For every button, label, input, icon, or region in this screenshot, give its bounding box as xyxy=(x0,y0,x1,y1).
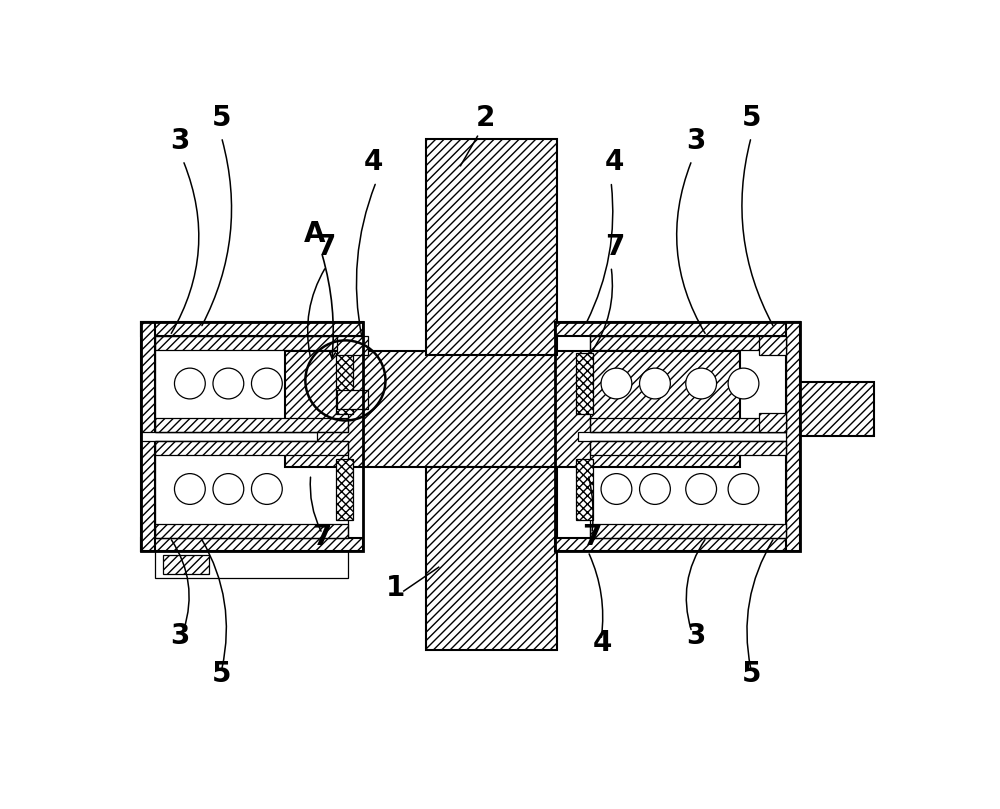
Bar xyxy=(155,418,348,432)
Text: 4: 4 xyxy=(593,629,612,658)
Bar xyxy=(590,441,786,537)
Text: A: A xyxy=(304,220,325,248)
Bar xyxy=(155,336,348,432)
Text: 7: 7 xyxy=(605,233,625,261)
Circle shape xyxy=(174,368,205,399)
Text: 2: 2 xyxy=(476,104,495,133)
Bar xyxy=(141,432,317,441)
Bar xyxy=(285,351,363,467)
Bar xyxy=(141,322,155,552)
Text: 3: 3 xyxy=(170,128,190,155)
Text: 5: 5 xyxy=(741,104,761,133)
Text: 1: 1 xyxy=(386,574,405,602)
Text: 3: 3 xyxy=(686,128,705,155)
Circle shape xyxy=(601,368,632,399)
Bar xyxy=(337,390,368,409)
Text: 7: 7 xyxy=(316,233,336,261)
Bar xyxy=(336,354,353,414)
Circle shape xyxy=(686,368,717,399)
Circle shape xyxy=(213,473,244,504)
Bar xyxy=(555,322,800,336)
Circle shape xyxy=(174,473,205,504)
Circle shape xyxy=(213,368,244,399)
Circle shape xyxy=(728,368,759,399)
Bar xyxy=(155,336,348,349)
Circle shape xyxy=(601,473,632,504)
Circle shape xyxy=(728,473,759,504)
Circle shape xyxy=(686,473,717,504)
Bar xyxy=(426,139,557,355)
Circle shape xyxy=(640,368,670,399)
Bar xyxy=(578,432,786,441)
Bar xyxy=(590,336,786,432)
Bar xyxy=(590,418,786,432)
Bar xyxy=(155,441,348,455)
Bar xyxy=(576,354,593,414)
Text: 5: 5 xyxy=(741,660,761,688)
Bar xyxy=(590,523,786,537)
Text: 5: 5 xyxy=(212,104,231,133)
Bar xyxy=(555,322,800,552)
Bar xyxy=(285,351,740,467)
Bar xyxy=(155,552,348,578)
Bar xyxy=(155,523,348,537)
Bar xyxy=(163,555,209,574)
Bar xyxy=(576,459,593,520)
Bar xyxy=(759,336,786,355)
Circle shape xyxy=(640,473,670,504)
Bar xyxy=(555,537,800,552)
Bar xyxy=(141,537,363,552)
Text: 3: 3 xyxy=(170,622,190,650)
Text: 3: 3 xyxy=(686,622,705,650)
Bar xyxy=(336,459,353,520)
Bar xyxy=(141,322,363,552)
Bar xyxy=(337,336,368,355)
Bar xyxy=(155,441,348,537)
Circle shape xyxy=(251,368,282,399)
Bar xyxy=(799,382,874,436)
Text: 7: 7 xyxy=(582,523,601,551)
Bar xyxy=(759,413,786,432)
Bar xyxy=(141,322,363,336)
Text: 4: 4 xyxy=(364,148,384,176)
Bar xyxy=(426,467,557,650)
Text: 5: 5 xyxy=(212,660,231,688)
Bar xyxy=(590,336,786,349)
Circle shape xyxy=(251,473,282,504)
Bar xyxy=(786,322,800,552)
Text: 7: 7 xyxy=(313,523,332,551)
Bar xyxy=(590,441,786,455)
Text: 4: 4 xyxy=(605,148,625,176)
